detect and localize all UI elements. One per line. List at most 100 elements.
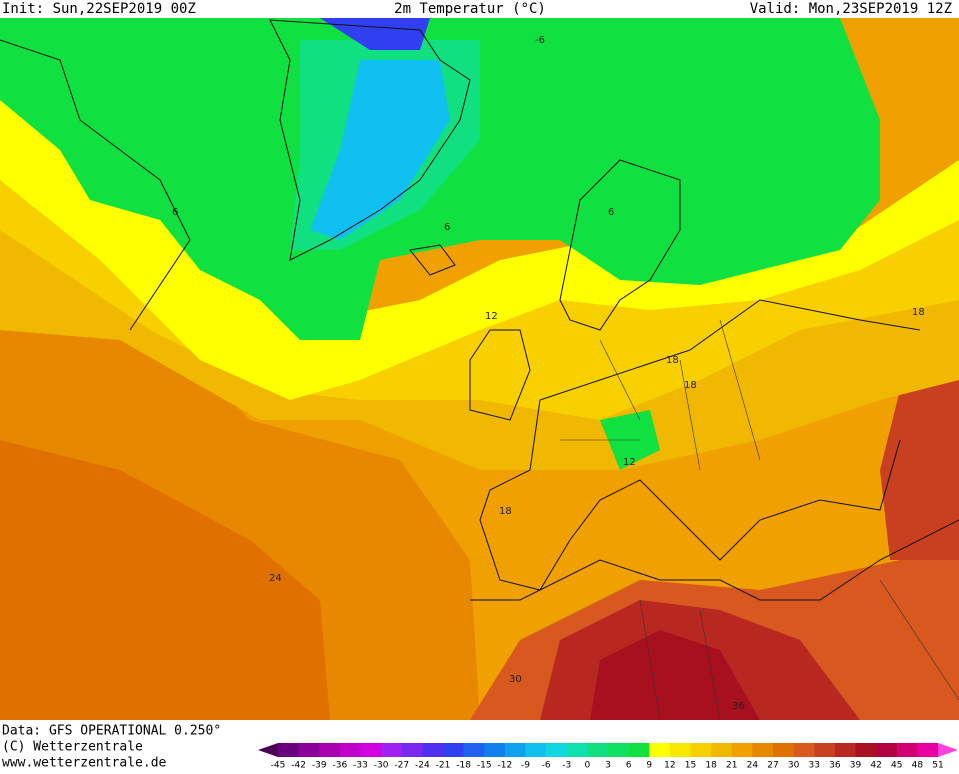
website: www.wetterzentrale.de — [2, 756, 167, 771]
field-18-21 — [0, 230, 959, 470]
colorbar-swatch — [278, 743, 299, 757]
colorbar-swatch — [463, 743, 485, 757]
colorbar-tick-label: -45 — [271, 761, 286, 771]
colorbar-tick-label: 51 — [932, 761, 943, 771]
contour-label: 12 — [623, 457, 636, 468]
colorbar-swatch — [690, 743, 712, 757]
colorbar-arrow-high — [938, 743, 958, 757]
colorbar-swatch — [381, 743, 403, 757]
colorbar-tick-label: 3 — [605, 761, 611, 771]
map: -6 6 6 6 12 18 18 12 18 24 30 36 18 — [0, 18, 959, 721]
colorbar-swatch — [855, 743, 877, 757]
contour-label: 18 — [499, 506, 512, 517]
colorbar-swatch — [484, 743, 506, 757]
colorbar-swatch — [793, 743, 815, 757]
colorbar-swatch — [752, 743, 774, 757]
field-greenland-cold — [310, 60, 450, 240]
field-east-33-36 — [880, 360, 959, 560]
coast-greenland — [269, 19, 471, 261]
valid-time: Valid: Mon,23SEP2019 12Z — [750, 1, 952, 17]
contour-label: 36 — [732, 701, 745, 712]
colorbar-swatch — [443, 743, 464, 757]
colorbar-swatch — [917, 743, 939, 757]
colorbar: -45 -42 -39 -36 -33 -30 -27 -24 -21 -18 -15 -12 -9 -6… — [258, 743, 958, 771]
colorbar-tick-label: 30 — [788, 761, 800, 771]
colorbar-tick-label: 36 — [829, 761, 841, 771]
colorbar-tick-label: 15 — [685, 761, 696, 771]
colorbar-swatch — [504, 743, 526, 757]
field-27-30 — [0, 440, 330, 720]
colorbar-tick-label: 45 — [891, 761, 902, 771]
colorbar-swatch — [773, 743, 794, 757]
colorbar-tick-label: -24 — [415, 761, 430, 771]
contour-label: 6 — [172, 207, 178, 218]
contour-label: 30 — [509, 674, 522, 685]
colorbar-tick-label: 9 — [646, 761, 652, 771]
colorbar-tick-label: 27 — [767, 761, 778, 771]
colorbar-swatch — [298, 743, 320, 757]
coast-british-isles — [469, 329, 531, 421]
colorbar-tick-label: 21 — [726, 761, 737, 771]
colorbar-tick-label: -27 — [394, 761, 409, 771]
colorbar-tick-label: -36 — [333, 761, 348, 771]
colorbar-swatch — [834, 743, 856, 757]
colorbar-tick-label: -12 — [498, 761, 513, 771]
colorbar-swatch — [649, 743, 671, 757]
colorbar-tick-label: -30 — [374, 761, 389, 771]
country-borders — [560, 319, 959, 721]
colorbar-tick-label: 33 — [809, 761, 820, 771]
map-title: 2m Temperatur (°C) — [394, 1, 546, 17]
colorbar-arrow-low — [258, 743, 278, 757]
colorbar-tick-label: 24 — [747, 761, 759, 771]
data-source: Data: GFS OPERATIONAL 0.250° — [2, 724, 221, 739]
colorbar-tick-label: 6 — [626, 761, 632, 771]
coast-scandinavia — [559, 159, 681, 331]
colorbar-tick-label: 42 — [870, 761, 881, 771]
colorbar-tick-label: 12 — [664, 761, 675, 771]
coast-iceland — [409, 244, 456, 276]
colorbar-swatch — [401, 743, 423, 757]
colorbar-swatch — [628, 743, 650, 757]
coast-canada — [0, 39, 191, 331]
colorbar-tick-label: 39 — [850, 761, 862, 771]
coast-europe-africa — [470, 299, 959, 601]
colorbar-swatch — [608, 743, 629, 757]
colorbar-swatch — [422, 743, 444, 757]
colorbar-swatch — [525, 743, 547, 757]
colorbar-swatch — [360, 743, 382, 757]
field-greenland-coldest — [320, 18, 430, 50]
colorbar-tick-label: -15 — [477, 761, 492, 771]
colorbar-swatch — [876, 743, 898, 757]
colorbar-tick-label: -42 — [291, 761, 306, 771]
contour-label: -6 — [535, 35, 545, 46]
colorbar-tick-label: -33 — [353, 761, 368, 771]
colorbar-tick-label: -9 — [521, 761, 530, 771]
colorbar-swatch — [566, 743, 588, 757]
colorbar-swatch — [319, 743, 341, 757]
contour-label: 18 — [666, 355, 679, 366]
colorbar-tick-label: -6 — [542, 761, 551, 771]
colorbar-swatch — [814, 743, 836, 757]
contour-label: 18 — [684, 380, 697, 391]
colorbar-swatch — [546, 743, 568, 757]
field-39-42 — [590, 630, 760, 720]
colorbar-tick-label: -39 — [312, 761, 327, 771]
colorbar-swatch — [669, 743, 691, 757]
copyright: (C) Wetterzentrale — [2, 740, 143, 755]
colorbar-tick-label: -18 — [456, 761, 471, 771]
contour-label: 24 — [269, 573, 282, 584]
init-time: Init: Sun,22SEP2019 00Z — [2, 1, 196, 17]
contour-label: 18 — [912, 307, 925, 318]
colorbar-swatch — [587, 743, 609, 757]
colorbar-swatch — [731, 743, 753, 757]
colorbar-swatch — [896, 743, 918, 757]
contour-label: 6 — [444, 222, 450, 233]
colorbar-tick-label: 48 — [912, 761, 924, 771]
field-12-15 — [0, 60, 959, 400]
colorbar-swatch — [339, 743, 361, 757]
contour-label: 12 — [485, 311, 498, 322]
colorbar-tick-label: 0 — [585, 761, 591, 771]
colorbar-swatch — [711, 743, 733, 757]
